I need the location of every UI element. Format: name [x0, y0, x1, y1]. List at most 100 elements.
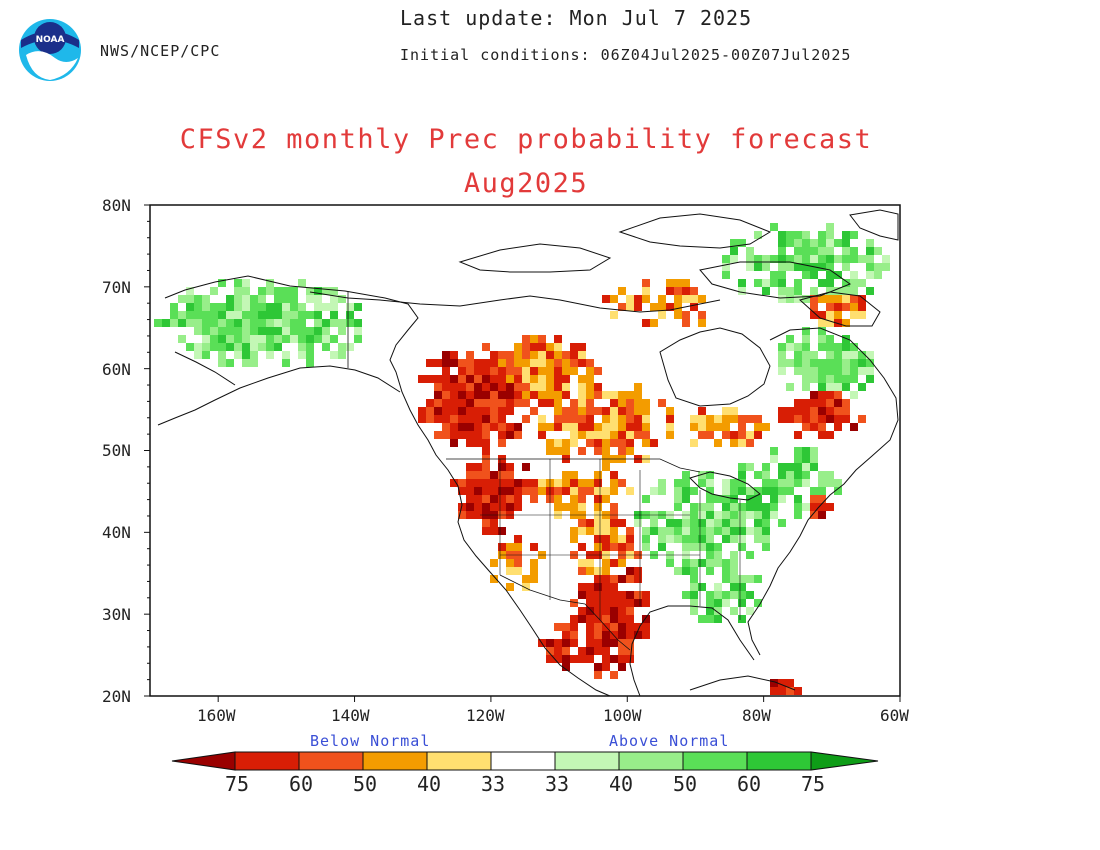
- probability-cell: [762, 543, 770, 551]
- probability-cell: [674, 495, 682, 503]
- probability-cell: [594, 503, 602, 511]
- probability-cell: [770, 455, 778, 463]
- probability-cell: [842, 295, 850, 303]
- probability-cell: [754, 263, 762, 271]
- legend-swatch: [426, 751, 492, 771]
- probability-cell: [522, 399, 530, 407]
- probability-cell: [730, 567, 738, 575]
- probability-cell: [570, 639, 578, 647]
- probability-cell: [738, 591, 746, 599]
- probability-cell: [682, 279, 690, 287]
- probability-cell: [626, 599, 634, 607]
- probability-cell: [778, 247, 786, 255]
- probability-cell: [818, 295, 826, 303]
- probability-cell: [714, 439, 722, 447]
- probability-cell: [626, 615, 634, 623]
- probability-cell: [426, 399, 434, 407]
- probability-cell: [610, 671, 618, 679]
- probability-cell: [642, 319, 650, 327]
- probability-cell: [818, 319, 826, 327]
- probability-cell: [266, 335, 274, 343]
- probability-cell: [594, 535, 602, 543]
- legend-swatch: [554, 751, 620, 771]
- probability-cell: [458, 511, 466, 519]
- probability-cell: [522, 575, 530, 583]
- probability-cell: [834, 303, 842, 311]
- probability-cell: [778, 279, 786, 287]
- probability-cell: [562, 647, 570, 655]
- probability-cell: [474, 471, 482, 479]
- probability-cell: [466, 431, 474, 439]
- probability-cell: [266, 343, 274, 351]
- probability-cell: [266, 351, 274, 359]
- probability-cell: [770, 687, 778, 695]
- probability-cell: [322, 303, 330, 311]
- probability-cell: [682, 295, 690, 303]
- probability-cell: [834, 311, 842, 319]
- probability-cell: [530, 351, 538, 359]
- probability-cell: [722, 415, 730, 423]
- probability-cell: [498, 367, 506, 375]
- probability-cell: [842, 247, 850, 255]
- probability-cell: [258, 311, 266, 319]
- probability-cell: [834, 407, 842, 415]
- probability-cell: [554, 351, 562, 359]
- probability-cell: [458, 423, 466, 431]
- probability-cell: [346, 343, 354, 351]
- probability-cell: [746, 431, 754, 439]
- probability-cell: [818, 335, 826, 343]
- probability-cell: [706, 607, 714, 615]
- probability-cell: [682, 319, 690, 327]
- probability-cell: [514, 359, 522, 367]
- probability-cell: [802, 351, 810, 359]
- probability-cell: [650, 527, 658, 535]
- probability-cell: [210, 335, 218, 343]
- probability-cell: [762, 287, 770, 295]
- probability-cell: [642, 279, 650, 287]
- probability-cell: [642, 495, 650, 503]
- probability-cell: [602, 463, 610, 471]
- probability-cell: [498, 503, 506, 511]
- probability-cell: [562, 391, 570, 399]
- probability-cell: [202, 303, 210, 311]
- probability-cell: [634, 415, 642, 423]
- probability-cell: [802, 471, 810, 479]
- probability-cell: [818, 375, 826, 383]
- probability-cell: [586, 655, 594, 663]
- probability-cell: [490, 351, 498, 359]
- probability-cell: [522, 391, 530, 399]
- probability-cell: [706, 535, 714, 543]
- probability-cell: [506, 359, 514, 367]
- probability-cell: [826, 311, 834, 319]
- probability-cell: [602, 655, 610, 663]
- probability-cell: [490, 479, 498, 487]
- probability-cell: [818, 247, 826, 255]
- probability-cell: [842, 303, 850, 311]
- legend-above-normal: Above Normal: [609, 732, 730, 750]
- legend-value: 50: [352, 772, 378, 796]
- last-update-text: Last update: Mon Jul 7 2025: [400, 6, 753, 30]
- legend-value: 33: [544, 772, 570, 796]
- probability-cell: [818, 503, 826, 511]
- probability-cell: [490, 471, 498, 479]
- probability-cell: [634, 303, 642, 311]
- probability-cell: [602, 295, 610, 303]
- probability-cell: [858, 295, 866, 303]
- probability-cell: [498, 431, 506, 439]
- probability-cell: [474, 423, 482, 431]
- probability-cell: [186, 287, 194, 295]
- probability-cell: [474, 383, 482, 391]
- probability-cell: [594, 623, 602, 631]
- probability-cell: [562, 375, 570, 383]
- probability-cell: [570, 431, 578, 439]
- probability-cell: [810, 311, 818, 319]
- probability-cell: [466, 439, 474, 447]
- probability-cell: [730, 439, 738, 447]
- probability-cell: [586, 599, 594, 607]
- probability-cell: [738, 287, 746, 295]
- probability-cell: [570, 479, 578, 487]
- probability-cell: [722, 255, 730, 263]
- probability-cell: [210, 343, 218, 351]
- probability-cell: [682, 479, 690, 487]
- probability-cell: [834, 367, 842, 375]
